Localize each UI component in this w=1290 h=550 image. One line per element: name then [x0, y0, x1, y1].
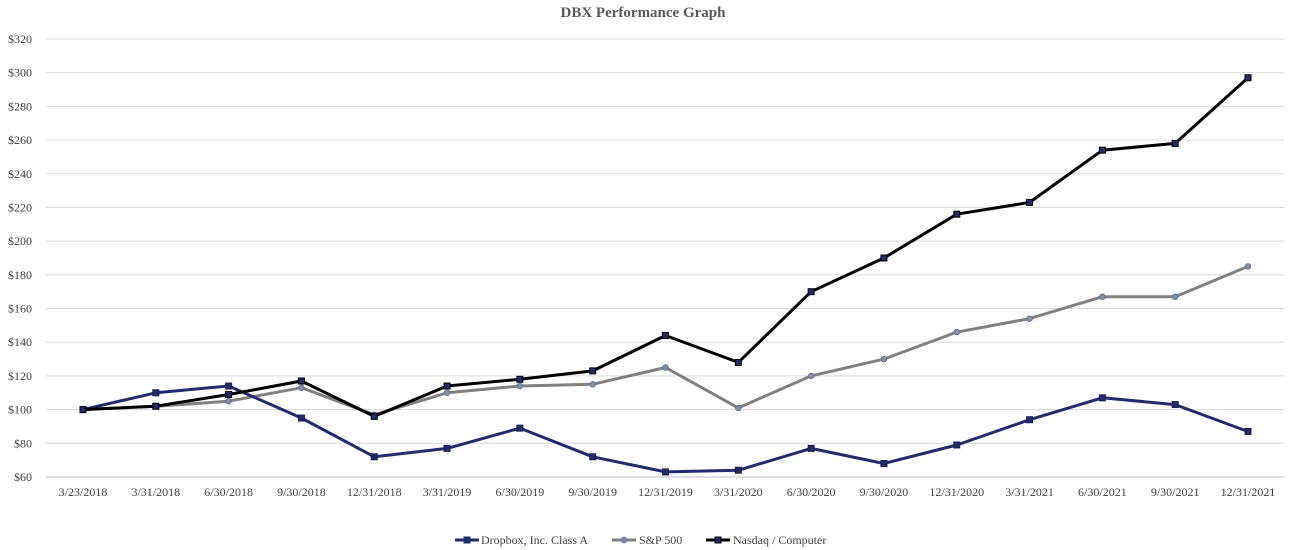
data-point [807, 444, 815, 452]
y-tick-label: $180 [8, 268, 32, 282]
data-point [734, 358, 742, 366]
data-point [662, 364, 669, 371]
y-tick-label: $120 [8, 369, 32, 383]
data-point [443, 382, 451, 390]
y-tick-label: $160 [8, 302, 32, 316]
x-tick-label: 3/31/2021 [1005, 485, 1054, 499]
legend-swatch-marker [714, 536, 722, 544]
data-point [1244, 428, 1252, 436]
legend-item: Dropbox, Inc. Class A [455, 533, 588, 547]
legend-item: Nasdaq / Computer [706, 533, 826, 547]
data-point [1098, 146, 1106, 154]
data-point [953, 210, 961, 218]
data-point [225, 397, 232, 405]
series-1 [79, 263, 1252, 418]
data-point [443, 389, 451, 396]
x-tick-label: 12/31/2019 [638, 485, 693, 499]
data-point [807, 288, 815, 296]
data-point [589, 381, 596, 388]
x-axis-tick-labels: 3/23/2018 3/31/2018 6/30/2018 9/30/2018 12/3… [59, 485, 1276, 499]
y-tick-label: $260 [8, 133, 32, 147]
series-line [81, 264, 1250, 417]
data-point [734, 466, 742, 474]
data-point [516, 382, 524, 390]
chart-title: DBX Performance Graph [561, 5, 727, 21]
x-tick-label: 12/31/2018 [347, 485, 402, 499]
data-point [1099, 293, 1106, 300]
data-point [79, 406, 87, 414]
data-point [225, 390, 233, 398]
data-point [953, 441, 961, 449]
legend-label: S&P 500 [639, 533, 682, 547]
x-tick-label: 6/30/2018 [204, 485, 253, 499]
data-point [735, 404, 742, 412]
y-tick-label: $140 [8, 335, 32, 349]
data-point [225, 382, 233, 390]
data-point [1171, 139, 1179, 147]
data-point [1244, 74, 1252, 82]
x-tick-label: 9/30/2020 [860, 485, 909, 499]
x-tick-label: 3/31/2020 [714, 485, 763, 499]
data-point [297, 377, 305, 385]
data-point [297, 414, 305, 422]
data-point [1171, 293, 1179, 300]
data-point [662, 468, 669, 476]
data-point [1026, 315, 1033, 322]
data-point [1026, 198, 1034, 206]
series-line [81, 384, 1250, 474]
x-tick-label: 12/31/2021 [1221, 485, 1276, 499]
data-point [1171, 401, 1179, 409]
y-tick-label: $60 [14, 470, 32, 484]
data-point [152, 402, 160, 410]
data-point [880, 355, 888, 363]
series-0 [79, 382, 1252, 476]
data-point [662, 331, 669, 339]
series-2 [79, 74, 1252, 420]
y-tick-label: $300 [8, 66, 32, 80]
x-tick-label: 6/30/2021 [1078, 485, 1127, 499]
x-tick-label: 6/30/2020 [787, 485, 836, 499]
y-tick-label: $100 [8, 403, 32, 417]
data-point [516, 424, 524, 432]
legend-swatch-marker [463, 536, 471, 544]
series-lines [79, 74, 1252, 476]
legend-label: Dropbox, Inc. Class A [481, 533, 588, 547]
y-tick-label: $200 [8, 234, 32, 248]
data-point [370, 412, 378, 420]
x-tick-label: 6/30/2019 [496, 485, 545, 499]
y-tick-label: $240 [8, 167, 32, 181]
x-tick-label: 3/31/2018 [131, 485, 180, 499]
data-point [589, 367, 597, 375]
x-tick-label: 9/30/2021 [1151, 485, 1200, 499]
data-point [807, 372, 815, 380]
data-point [152, 389, 160, 397]
legend-swatch-marker [620, 536, 628, 544]
legend-label: Nasdaq / Computer [733, 533, 826, 547]
y-tick-label: $220 [8, 200, 32, 214]
y-tick-label: $80 [14, 436, 32, 450]
x-tick-label: 9/30/2019 [568, 485, 617, 499]
data-point [516, 375, 524, 383]
data-point [953, 328, 960, 336]
data-point [880, 460, 888, 468]
y-tick-label: $280 [8, 99, 32, 113]
data-point [1098, 394, 1106, 402]
x-tick-label: 3/23/2018 [59, 485, 108, 499]
data-point [589, 453, 597, 461]
x-tick-label: 9/30/2018 [277, 485, 326, 499]
x-tick-label: 12/31/2020 [929, 485, 984, 499]
gridlines [46, 38, 1284, 478]
y-axis-tick-labels: $60 $80 $100 $120 $140 $160 $180 $200 $220 $240 $2… [8, 32, 32, 484]
data-point [1244, 263, 1252, 270]
y-tick-label: $320 [8, 32, 32, 46]
legend: Dropbox, Inc. Class A S&P 500 Nasdaq / Com… [455, 533, 826, 547]
data-point [370, 453, 378, 461]
x-tick-label: 3/31/2019 [423, 485, 472, 499]
data-point [880, 254, 888, 262]
data-point [443, 444, 451, 452]
data-point [298, 384, 305, 391]
legend-item: S&P 500 [612, 533, 682, 547]
data-point [1026, 416, 1034, 424]
